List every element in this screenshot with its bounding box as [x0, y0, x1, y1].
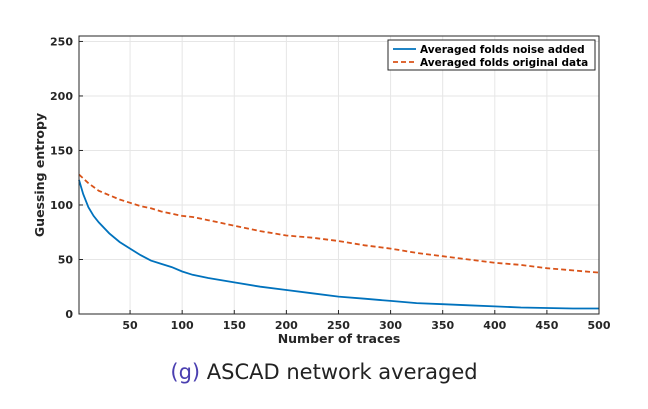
y-tick-label: 0 — [65, 308, 73, 321]
y-tick-label: 100 — [50, 199, 73, 212]
x-tick-label: 500 — [588, 319, 611, 332]
x-tick-label: 350 — [431, 319, 454, 332]
grid-lines — [79, 36, 600, 315]
y-tick-label: 50 — [58, 253, 74, 266]
x-tick-label: 250 — [327, 319, 350, 332]
caption-tag: (g) — [170, 360, 201, 384]
tick-labels: 50 100 150 200 250 300 350 400 450 500 0 50 100 150 20… — [50, 35, 611, 332]
line-chart: 50 100 150 200 250 300 350 400 450 500 0 50 100 150 20… — [32, 35, 611, 346]
series-layer — [78, 173, 600, 310]
x-axis-label: Number of traces — [278, 331, 401, 346]
x-tick-label: 100 — [171, 319, 194, 332]
series-line-1 — [78, 179, 599, 310]
legend-label-1: Averaged folds noise added — [420, 44, 585, 56]
x-tick-label: 450 — [535, 319, 558, 332]
caption-text: ASCAD network averaged — [206, 360, 478, 384]
x-tick-label: 50 — [122, 319, 138, 332]
legend-label-2: Averaged folds original data — [420, 57, 588, 69]
series-line-2 — [78, 173, 600, 274]
plot-frame — [78, 35, 600, 315]
y-tick-label: 150 — [50, 144, 73, 157]
x-tick-label: 300 — [379, 319, 402, 332]
figure-caption: (g) ASCAD network averaged — [0, 360, 648, 384]
legend-box — [387, 39, 596, 71]
x-tick-label: 150 — [223, 319, 246, 332]
x-tick-label: 200 — [275, 319, 298, 332]
y-tick-label: 250 — [50, 35, 73, 48]
y-tick-label: 200 — [50, 90, 73, 103]
y-axis-label: Guessing entropy — [32, 113, 47, 237]
x-tick-label: 400 — [483, 319, 506, 332]
